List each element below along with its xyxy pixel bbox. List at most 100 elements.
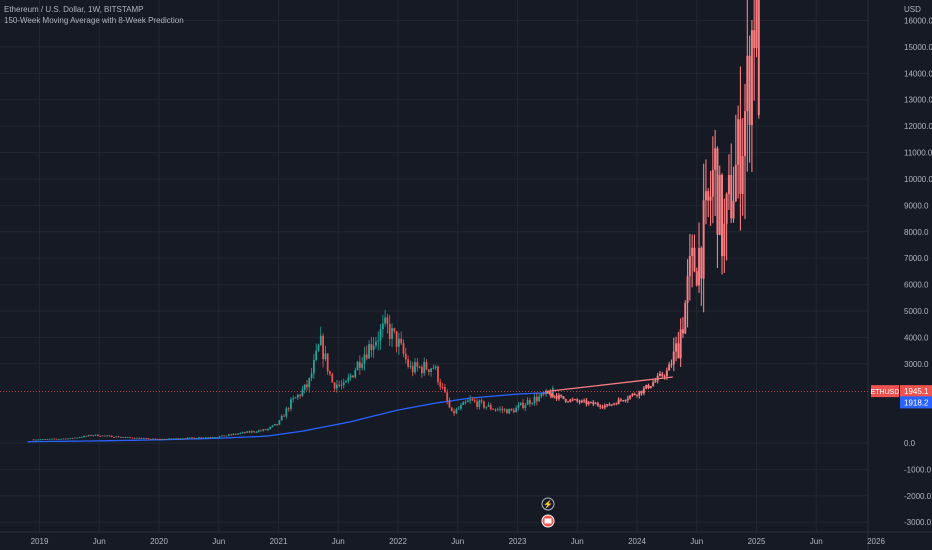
candle-body (106, 435, 108, 437)
candle-body (140, 438, 143, 439)
candle-body (450, 407, 453, 412)
candle-body (276, 423, 279, 425)
candle-body (335, 384, 338, 389)
candle-body (296, 394, 299, 398)
prediction-body (642, 388, 645, 394)
candle-body (354, 370, 357, 378)
candle-body (407, 359, 410, 367)
prediction-body (681, 329, 684, 334)
candle-body (138, 437, 141, 439)
candle-body (253, 431, 256, 433)
y-tick-label: 9000.0 (904, 201, 929, 210)
prediction-body (636, 394, 638, 396)
candle-body (331, 373, 334, 383)
prediction-body (688, 255, 691, 277)
candle-body (414, 362, 416, 373)
candle-body (94, 434, 97, 436)
candle-body (324, 353, 327, 360)
candle-body (39, 439, 42, 441)
symbol-title: Ethereum / U.S. Dollar, 1W, BITSTAMP (4, 5, 144, 14)
candle-body (361, 363, 364, 368)
candle-body (145, 438, 148, 439)
candle-body (551, 388, 554, 397)
y-tick-label: 11000.0 (904, 149, 932, 158)
candle-body (136, 437, 138, 439)
candle-body (156, 439, 159, 440)
candle-body (503, 409, 506, 411)
prediction-body (548, 392, 551, 394)
candle-body (250, 431, 253, 433)
x-tick-label: 2020 (150, 537, 168, 546)
candle-body (191, 437, 193, 439)
candle-body (494, 409, 497, 411)
candle-body (512, 410, 515, 413)
candle-body (427, 369, 430, 373)
candle-body (202, 437, 205, 439)
symbol-badge-label: ETHUSD (871, 389, 900, 396)
x-tick-label: 2025 (748, 537, 766, 546)
candle-body (232, 433, 235, 435)
prediction-body (658, 373, 661, 376)
y-tick-label: 16000.0 (904, 17, 932, 26)
candle-body (115, 436, 118, 438)
markers-layer[interactable]: ⚡ (541, 497, 555, 528)
prediction-body (721, 174, 724, 257)
candle-body (478, 400, 481, 407)
candle-body (92, 435, 95, 437)
candle-body (519, 402, 522, 406)
candle-body (483, 401, 485, 408)
candle-body (448, 400, 451, 408)
prediction-body (617, 399, 620, 405)
candle-body (195, 438, 198, 439)
candle-body (184, 438, 187, 440)
prediction-body (569, 399, 572, 402)
x-tick-label: 2019 (31, 537, 49, 546)
candle-body (457, 408, 460, 410)
candle-body (214, 437, 216, 439)
prediction-body (698, 247, 701, 286)
prediction-body (571, 399, 574, 401)
candle-body (499, 408, 501, 410)
candle-body (375, 341, 377, 346)
prediction-body (750, 30, 753, 126)
candle-body (218, 436, 221, 438)
time-axis-panel[interactable] (0, 532, 932, 550)
symbol-badge[interactable] (871, 385, 899, 398)
candle-body (496, 409, 499, 411)
candle-body (352, 375, 354, 378)
lightning-event-icon[interactable] (541, 497, 555, 511)
candle-body (462, 402, 465, 406)
candle-body (471, 399, 474, 401)
y-tick-label: -3000.0 (904, 518, 932, 527)
candle-body (239, 433, 242, 434)
x-tick-label: 2022 (389, 537, 407, 546)
candle-body (154, 438, 157, 440)
candle-body (386, 317, 389, 324)
candle-body (384, 317, 387, 324)
candle-body (421, 366, 423, 374)
candle-body (260, 430, 262, 432)
moving-average-badge[interactable] (900, 396, 932, 409)
candle-body (170, 438, 173, 440)
candle-body (273, 423, 276, 426)
candle-body (522, 402, 524, 408)
candle-body (257, 430, 260, 433)
prediction-body (675, 343, 678, 352)
prediction-body (557, 395, 560, 399)
candle-body (446, 392, 449, 401)
candle-body (117, 436, 120, 438)
candle-body (46, 439, 49, 440)
candle-body (122, 437, 125, 438)
candle-body (133, 438, 136, 439)
price-axis-panel[interactable] (868, 0, 932, 550)
prediction-body (576, 399, 579, 402)
prediction-body (596, 403, 599, 406)
trend-segment (544, 376, 673, 393)
candle-body (62, 438, 65, 440)
candle-body (223, 435, 226, 437)
candle-body (538, 396, 541, 402)
candle-body (159, 439, 161, 440)
candle-body (69, 438, 72, 439)
last-price-value: 1945.1 (904, 387, 929, 396)
